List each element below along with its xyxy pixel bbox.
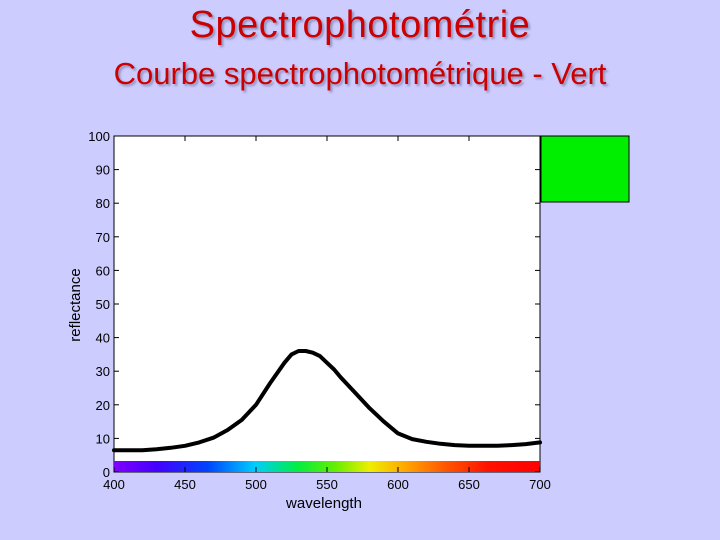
y-tick-label: 100	[88, 129, 110, 144]
y-tick-label: 10	[96, 431, 110, 446]
spectrum-bar	[114, 461, 540, 472]
x-tick-label: 400	[103, 477, 125, 492]
y-tick-label: 50	[96, 297, 110, 312]
x-tick-label: 600	[387, 477, 409, 492]
x-tick-label: 500	[245, 477, 267, 492]
y-tick-label: 80	[96, 196, 110, 211]
x-tick-label: 650	[458, 477, 480, 492]
y-tick-label: 40	[96, 331, 110, 346]
y-tick-label: 30	[96, 364, 110, 379]
color-swatch	[540, 135, 630, 203]
slide-title: Spectrophotométrie	[189, 4, 531, 46]
reflectance-curve	[112, 349, 542, 453]
x-tick-label: 450	[174, 477, 196, 492]
x-tick-label: 700	[529, 477, 551, 492]
x-tick-label: 550	[316, 477, 338, 492]
y-tick-label: 20	[96, 398, 110, 413]
y-tick-label: 0	[103, 465, 110, 480]
y-tick-label: 90	[96, 163, 110, 178]
y-tick-label: 70	[96, 230, 110, 245]
y-tick-label: 60	[96, 263, 110, 278]
x-axis-label: wavelength	[285, 495, 362, 512]
plot-area	[113, 135, 541, 473]
y-axis-label: reflectance	[67, 268, 84, 341]
slide-subtitle: Courbe spectrophotométrique - Vert	[113, 56, 607, 91]
